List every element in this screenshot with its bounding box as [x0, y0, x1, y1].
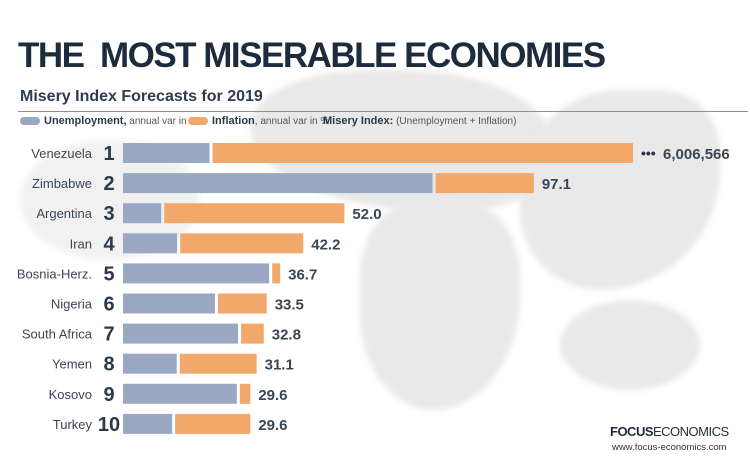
legend-label: Misery Index:	[323, 115, 394, 127]
chart-title: THE MOST MISERABLE ECONOMIES	[18, 36, 606, 75]
total-label: 31.1	[265, 357, 294, 374]
legend-label: Inflation	[212, 115, 255, 127]
total-label: 6,006,566	[663, 146, 730, 163]
total-label: 97.1	[542, 176, 571, 193]
legend-inflation: Inflation, annual var in %	[188, 115, 329, 127]
inflation-bar	[217, 293, 267, 314]
rank-label: 7	[103, 324, 114, 346]
rank-label: 1	[103, 143, 114, 165]
country-label: Venezuela	[31, 146, 92, 161]
rank-label: 2	[103, 173, 114, 195]
logo-rest: ECONOMICS	[653, 424, 729, 439]
total-label: 33.5	[275, 297, 304, 314]
inflation-bar	[241, 323, 264, 344]
unemployment-bar	[123, 413, 173, 434]
unemployment-bar	[123, 353, 177, 374]
legend-note: , annual var in %	[254, 116, 330, 127]
legend-misery: Misery Index: (Unemployment + Inflation)	[323, 115, 516, 127]
country-label: Bosnia-Herz.	[17, 266, 92, 281]
rank-label: 6	[103, 294, 114, 316]
total-label: 52.0	[352, 206, 381, 223]
total-label: 29.6	[258, 417, 287, 434]
country-label: Turkey	[53, 417, 93, 432]
inflation-bar	[212, 143, 633, 163]
axis-break-marker: •••	[641, 145, 656, 161]
unemployment-bar	[123, 293, 215, 314]
legend-unemployment: Unemployment, annual var in %	[20, 115, 198, 127]
rank-label: 10	[98, 414, 120, 436]
unemployment-bar	[123, 383, 237, 404]
inflation-bar	[180, 233, 304, 254]
inflation-bar	[435, 173, 534, 194]
world-map-background	[360, 200, 520, 410]
rank-label: 8	[103, 354, 114, 376]
legend-label: Unemployment,	[44, 115, 127, 127]
total-label: 29.6	[258, 387, 287, 404]
unemployment-swatch	[20, 117, 40, 126]
logo-bold: FOCUS	[610, 424, 654, 439]
total-label: 36.7	[288, 266, 317, 283]
inflation-bar	[179, 353, 257, 374]
country-label: Nigeria	[51, 297, 93, 312]
inflation-bar	[164, 203, 345, 224]
logo-url: www.focus-economics.com	[612, 442, 727, 453]
inflation-bar	[239, 383, 251, 404]
rank-label: 4	[103, 233, 115, 255]
legend-note: annual var in %	[129, 116, 199, 127]
country-label: Zimbabwe	[32, 176, 92, 191]
country-label: Kosovo	[49, 387, 92, 402]
inflation-bar	[175, 413, 251, 434]
inflation-bar	[272, 263, 281, 284]
rank-label: 3	[103, 203, 114, 225]
country-label: South Africa	[22, 327, 93, 342]
chart-subtitle: Misery Index Forecasts for 2019	[20, 88, 263, 105]
unemployment-bar	[123, 323, 239, 344]
inflation-swatch	[188, 117, 208, 126]
unemployment-bar	[123, 233, 178, 254]
focus-economics-logo: FOCUSECONOMICS	[610, 424, 729, 439]
rank-label: 5	[103, 263, 114, 285]
country-label: Yemen	[52, 357, 92, 372]
unemployment-bar	[123, 143, 210, 163]
unemployment-bar	[123, 173, 433, 194]
world-map-background	[560, 300, 700, 390]
legend-note: (Unemployment + Inflation)	[396, 116, 517, 127]
unemployment-bar	[123, 203, 162, 224]
country-label: Iran	[70, 236, 92, 251]
total-label: 32.8	[272, 327, 301, 344]
divider	[18, 111, 748, 112]
rank-label: 9	[103, 384, 114, 406]
unemployment-bar	[123, 263, 270, 284]
country-label: Argentina	[36, 206, 92, 221]
total-label: 42.2	[311, 236, 340, 253]
